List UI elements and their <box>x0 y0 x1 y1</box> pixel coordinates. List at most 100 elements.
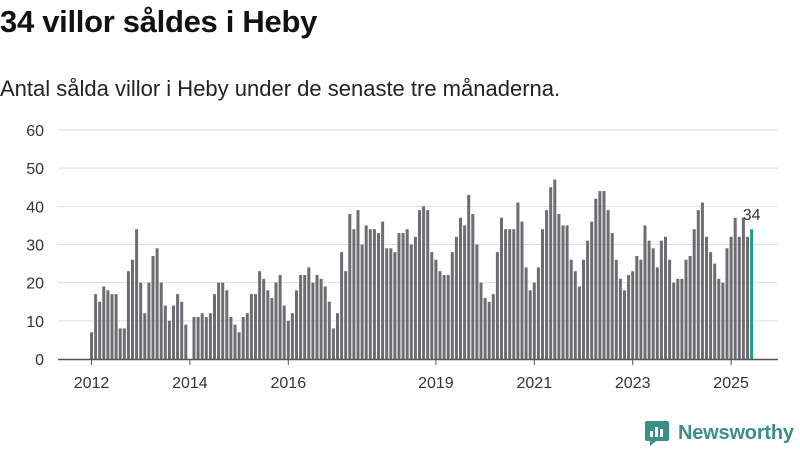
bar[interactable] <box>208 313 212 359</box>
bar[interactable] <box>303 275 307 359</box>
bar[interactable] <box>434 259 438 359</box>
bar[interactable] <box>491 294 495 359</box>
bar[interactable] <box>155 248 159 359</box>
bar[interactable] <box>733 217 737 359</box>
bar[interactable] <box>163 305 167 359</box>
bar[interactable] <box>221 282 225 359</box>
bar[interactable] <box>122 328 126 359</box>
bar[interactable] <box>254 294 257 359</box>
bar[interactable] <box>479 282 483 359</box>
bar[interactable] <box>225 290 229 359</box>
bar[interactable] <box>147 282 151 359</box>
bar[interactable] <box>98 301 102 359</box>
bar[interactable] <box>582 259 585 359</box>
bar[interactable] <box>266 290 270 359</box>
bar[interactable] <box>180 301 184 359</box>
bar[interactable] <box>549 187 553 359</box>
bar[interactable] <box>541 229 544 359</box>
bar[interactable] <box>594 198 598 359</box>
bar[interactable] <box>573 271 577 359</box>
bar[interactable] <box>233 324 237 359</box>
bar[interactable] <box>364 225 368 359</box>
bar[interactable] <box>512 229 516 359</box>
bar[interactable] <box>290 313 294 359</box>
bar[interactable] <box>385 248 389 359</box>
newsworthy-logo[interactable]: Newsworthy <box>644 418 794 448</box>
bar[interactable] <box>639 259 643 359</box>
bar[interactable] <box>516 202 520 359</box>
bar[interactable] <box>536 267 540 359</box>
bar[interactable] <box>110 294 114 359</box>
bar[interactable] <box>586 240 590 359</box>
bar[interactable] <box>438 271 442 359</box>
bar[interactable] <box>442 275 446 359</box>
bar[interactable] <box>401 233 405 359</box>
bar[interactable] <box>286 320 290 359</box>
bar[interactable] <box>614 259 618 359</box>
bar[interactable] <box>463 225 467 359</box>
bar[interactable] <box>676 278 680 359</box>
bar[interactable] <box>713 263 717 359</box>
bar[interactable] <box>229 317 233 359</box>
bar[interactable] <box>241 317 245 359</box>
bar[interactable] <box>430 252 434 359</box>
bar[interactable] <box>553 179 557 359</box>
bar[interactable] <box>360 244 364 360</box>
bar[interactable] <box>258 271 262 359</box>
bar[interactable] <box>483 297 487 359</box>
bar[interactable] <box>475 244 479 360</box>
bar[interactable] <box>643 225 647 359</box>
bar[interactable] <box>655 267 659 359</box>
bar[interactable] <box>737 236 741 359</box>
bar[interactable] <box>598 191 602 359</box>
bar[interactable] <box>610 233 614 359</box>
bar[interactable] <box>746 236 749 359</box>
bar[interactable] <box>299 275 303 359</box>
bar[interactable] <box>172 305 175 359</box>
bar[interactable] <box>495 252 499 359</box>
bar[interactable] <box>524 267 528 359</box>
bar[interactable] <box>90 332 93 359</box>
bar[interactable] <box>204 317 208 359</box>
bar[interactable] <box>565 225 569 359</box>
bar[interactable] <box>356 210 360 359</box>
bar[interactable] <box>270 297 274 359</box>
bar[interactable] <box>262 278 266 359</box>
bar[interactable] <box>606 210 610 359</box>
bar[interactable] <box>307 267 311 359</box>
bar[interactable] <box>467 194 471 359</box>
bar[interactable] <box>504 229 508 359</box>
bar[interactable] <box>717 278 721 359</box>
bar[interactable] <box>418 210 421 359</box>
bar[interactable] <box>668 259 672 359</box>
bar[interactable] <box>487 301 491 359</box>
bar[interactable] <box>135 229 139 359</box>
bar[interactable] <box>569 259 573 359</box>
bar[interactable] <box>184 324 188 359</box>
bar[interactable] <box>315 275 319 359</box>
bar[interactable] <box>323 286 327 359</box>
bar[interactable] <box>274 282 278 359</box>
bar[interactable] <box>344 271 348 359</box>
bar[interactable] <box>590 221 594 359</box>
bar[interactable] <box>741 217 745 359</box>
bar[interactable] <box>508 229 512 359</box>
bar[interactable] <box>295 290 298 359</box>
bar[interactable] <box>340 252 344 359</box>
bar[interactable] <box>635 255 639 359</box>
bar[interactable] <box>557 213 561 359</box>
bar[interactable] <box>282 305 286 359</box>
bar[interactable] <box>602 191 606 359</box>
bar[interactable] <box>454 236 458 359</box>
bar[interactable] <box>721 282 725 359</box>
bar[interactable] <box>213 294 216 359</box>
bar[interactable] <box>176 294 180 359</box>
bar[interactable] <box>664 236 667 359</box>
bar[interactable] <box>561 225 565 359</box>
bar[interactable] <box>102 286 106 359</box>
bar[interactable] <box>393 252 397 359</box>
bar[interactable] <box>545 210 549 359</box>
bar[interactable] <box>377 233 380 359</box>
bar[interactable] <box>471 213 475 359</box>
bar[interactable] <box>118 328 122 359</box>
